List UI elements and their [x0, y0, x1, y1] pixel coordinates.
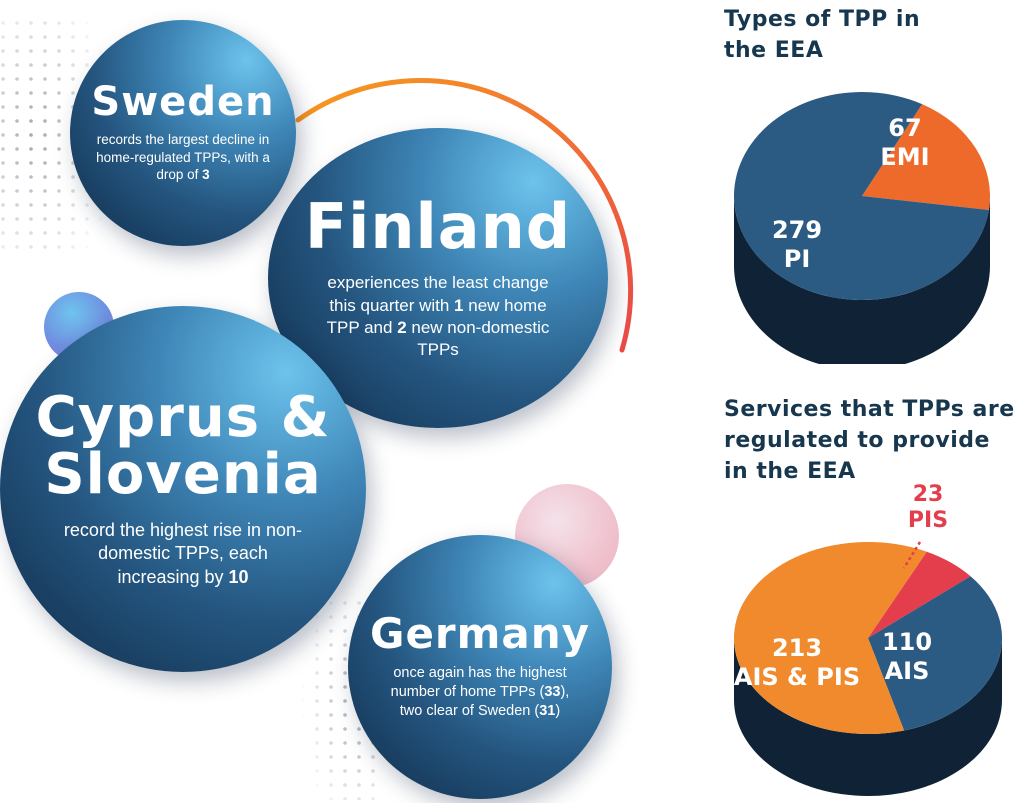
chart2-slice-ais-pis — [733, 542, 927, 734]
chart1-pi-value: 279 — [771, 216, 823, 244]
germany-description: once again has the highest number of hom… — [390, 665, 570, 719]
chart2-pie-side — [734, 638, 1002, 796]
chart1-slice-emi — [862, 104, 990, 210]
finland-name: Finland — [304, 190, 572, 264]
chart2-slice-ais — [868, 576, 1002, 731]
sweden-description: records the largest decline in home-regu… — [96, 132, 270, 183]
chart2-ais-name: AIS — [884, 656, 930, 685]
chart1-emi-value: 67 — [888, 114, 922, 142]
cyprus-slovenia-bubble: Cyprus & Slovenia record the highest ris… — [0, 306, 366, 672]
chart1-pi-name: PI — [783, 244, 811, 273]
chart2-pis-leader-line — [902, 541, 922, 569]
chart1-title: Types of TPP in the EEA — [724, 7, 921, 63]
chart1-pie — [734, 91, 990, 364]
decorative-arc — [295, 77, 634, 353]
chart2-pie — [733, 541, 1002, 796]
chart2-pis-name: PIS — [907, 508, 949, 534]
sweden-name: Sweden — [91, 79, 275, 126]
chart1-emi-name: EMI — [880, 142, 930, 171]
chart2-label-ais: 110 AIS — [862, 628, 952, 686]
chart2-pis-value: 23 — [912, 482, 944, 507]
chart1-pie-side — [734, 196, 990, 364]
chart2-ais-pis-value: 213 — [771, 634, 823, 662]
cyprus-slovenia-description: record the highest rise in non-domestic … — [63, 520, 303, 587]
cyprus-slovenia-name: Cyprus & Slovenia — [35, 384, 331, 507]
chart1-label-pi: 279 PI — [752, 216, 842, 274]
chart2-ais-value: 110 — [881, 628, 933, 656]
chart2-label-ais-pis: 213 AIS & PIS — [732, 634, 862, 692]
sweden-bubble: Sweden records the largest decline in ho… — [70, 20, 296, 246]
chart1-slice-pi — [734, 91, 989, 300]
germany-bubble: Germany once again has the highest numbe… — [348, 535, 612, 799]
germany-name: Germany — [369, 609, 591, 659]
chart2-label-pis: 23 PIS — [888, 482, 968, 535]
chart2-slice-pis — [868, 551, 971, 638]
chart2-title: Services that TPPs are regulated to prov… — [724, 397, 1015, 484]
chart2-ais-pis-name: AIS & PIS — [733, 662, 861, 691]
finland-description: experiences the least change this quarte… — [326, 273, 550, 359]
chart1-label-emi: 67 EMI — [860, 114, 950, 172]
